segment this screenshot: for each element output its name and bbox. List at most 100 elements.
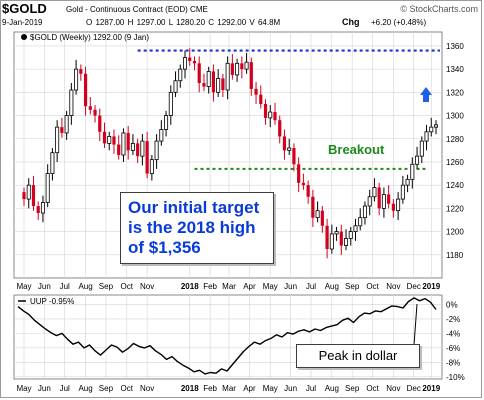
candle-body: [362, 205, 367, 219]
candle-body: [235, 62, 240, 76]
price-x-tick-label: Aug: [325, 282, 339, 291]
dollar-legend-text: UUP -0.95%: [30, 297, 74, 306]
candle-body: [297, 164, 301, 183]
price-x-tick-label: 2019: [422, 282, 440, 291]
quote-date: 9-Jan-2019: [2, 18, 43, 27]
candle-body: [130, 142, 135, 151]
dollar-y-tick-label: 0%: [446, 300, 458, 309]
dollar-x-tick-label: Sep: [99, 384, 114, 393]
candle-body: [410, 163, 415, 180]
candle-body: [64, 115, 69, 134]
candle-body: [387, 194, 391, 204]
candle-body: [79, 69, 83, 74]
dollar-panel: 0% -2% -4% -6% -8% -10% UUP -0.95%: [13, 294, 465, 382]
candle-body: [31, 185, 36, 207]
candle-body: [40, 202, 45, 214]
price-y-tick-label: 1300: [446, 112, 464, 121]
price-legend: $GOLD (Weekly) 1292.00 (9 Jan): [21, 33, 149, 42]
chart-header: $GOLD Gold - Continuous Contract (EOD) C…: [2, 1, 482, 31]
chart-subtitle: Gold - Continuous Contract (EOD) CME: [66, 5, 208, 14]
price-candles: [22, 48, 438, 259]
dollar-x-tick-label: 2019: [422, 384, 440, 393]
dollar-x-tick-label: Oct: [366, 384, 379, 393]
candle-body: [60, 127, 64, 133]
change-value: +6.20 (+0.48%): [371, 18, 427, 27]
candle-body: [415, 155, 420, 165]
dollar-y-ticks: 0% -2% -4% -6% -8% -10%: [446, 300, 465, 381]
candle-body: [36, 206, 40, 214]
candle-body: [173, 80, 178, 93]
candle-body: [372, 187, 377, 198]
price-x-tick-label: Dec: [407, 282, 421, 291]
candle-body: [230, 63, 234, 75]
candle-body: [216, 78, 221, 93]
price-x-tick-label: Jul: [306, 282, 316, 291]
candle-body: [121, 132, 126, 156]
breakout-label: Breakout: [328, 142, 385, 157]
dollar-x-tick-label: Feb: [203, 384, 217, 393]
peak-annotation: Peak in dollar: [296, 344, 420, 368]
dollar-x-tick-label: Oct: [121, 384, 134, 393]
dollar-x-tick-label: Aug: [78, 384, 92, 393]
candle-body: [112, 136, 116, 145]
target-line-2: is the 2018 high: [128, 218, 256, 237]
candle-body: [50, 152, 55, 174]
dollar-x-ticks: May Jun Jul Aug Sep Oct Nov 2018 Feb Mar Apr May Jun…: [16, 384, 440, 393]
price-x-tick-label: Sep: [99, 282, 114, 291]
candle-body: [202, 83, 206, 87]
price-x-tick-label: Aug: [78, 282, 92, 291]
candle-body: [45, 173, 50, 203]
candle-body: [348, 231, 353, 239]
price-x-tick-label: 2018: [181, 282, 199, 291]
price-y-tick-label: 1320: [446, 88, 464, 97]
candle-body: [98, 115, 102, 132]
dollar-x-tick-label: Dec: [407, 384, 421, 393]
candle-body: [192, 61, 197, 64]
candle-body: [69, 89, 74, 116]
candle-body: [263, 103, 268, 118]
candle-body: [419, 140, 424, 157]
target-line-1: Our initial target: [128, 198, 260, 217]
change-label: Chg: [342, 17, 360, 27]
price-x-tick-label: Oct: [121, 282, 134, 291]
candle-body: [55, 126, 60, 154]
price-x-tick-label: May: [16, 282, 31, 291]
candle-body: [405, 178, 410, 186]
candle-body: [320, 210, 324, 226]
candle-body: [339, 231, 343, 246]
ohlc-readout: O 1287.00 H 1297.00 L 1280.20 C 1292.00 …: [86, 18, 281, 27]
candle-body: [292, 148, 296, 165]
candle-body: [306, 185, 310, 197]
symbol: $GOLD: [2, 1, 47, 16]
candle-body: [329, 233, 334, 250]
candle-body: [377, 187, 381, 209]
candle-body: [429, 126, 434, 133]
candle-body: [22, 192, 26, 200]
up-arrow-icon: [420, 87, 432, 102]
dollar-legend: UUP -0.95%: [18, 297, 74, 306]
peak-pointer-line: [413, 303, 418, 346]
candle-body: [188, 57, 192, 62]
candle-body: [164, 115, 169, 130]
dollar-x-tick-label: Jul: [306, 384, 316, 393]
price-x-tick-label: Nov: [140, 282, 154, 291]
candle-body: [400, 184, 405, 200]
candle-body: [136, 143, 140, 157]
price-y-ticks: 1180 1200 1220 1240 1260 1280 1300 1320 1340 1360: [446, 42, 464, 260]
candle-body: [102, 131, 107, 144]
candle-body: [140, 140, 145, 157]
candle-body: [26, 184, 31, 200]
dollar-y-tick-label: -4%: [446, 329, 460, 338]
candle-body: [315, 210, 320, 219]
price-panel-border: [13, 31, 443, 279]
candle-body: [396, 198, 401, 212]
candle-body: [126, 132, 130, 151]
candle-body: [259, 94, 263, 104]
candle-body: [183, 57, 188, 70]
dollar-x-tick-label: Sep: [345, 384, 360, 393]
dollar-x-tick-label: Mar: [222, 384, 236, 393]
dollar-x-tick-label: Jun: [38, 384, 51, 393]
candle-body: [273, 112, 277, 121]
candle-body: [381, 194, 386, 209]
price-x-tick-label: Apr: [243, 282, 256, 291]
